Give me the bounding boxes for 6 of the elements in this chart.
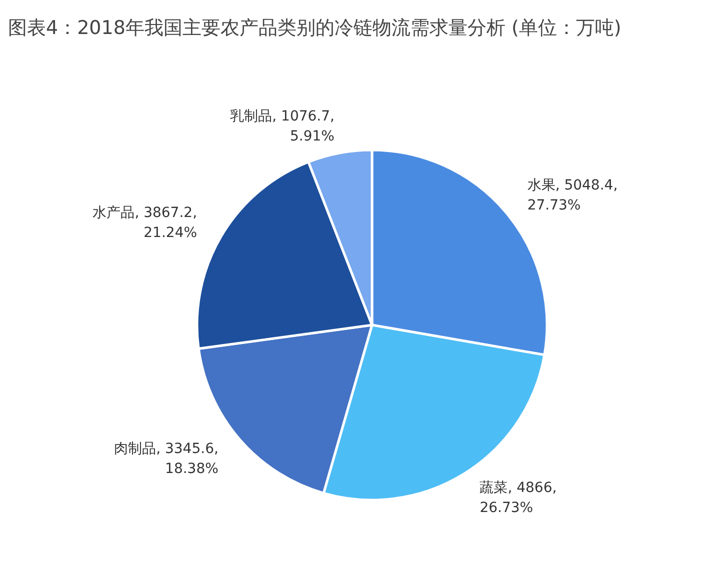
slice-label: 乳制品, 1076.7, 5.91%: [230, 108, 334, 144]
slice-label: 肉制品, 3345.6, 18.38%: [114, 440, 218, 477]
slice-label: 水果, 5048.4, 27.73%: [527, 177, 618, 214]
slice-label: 蔬菜, 4866, 26.73%: [480, 480, 557, 516]
slice-label: 水产品, 3867.2, 21.24%: [92, 205, 198, 242]
chart-title: 图表4：2018年我国主要农产品类别的冷链物流需求量分析 (单位：万吨): [8, 17, 622, 39]
